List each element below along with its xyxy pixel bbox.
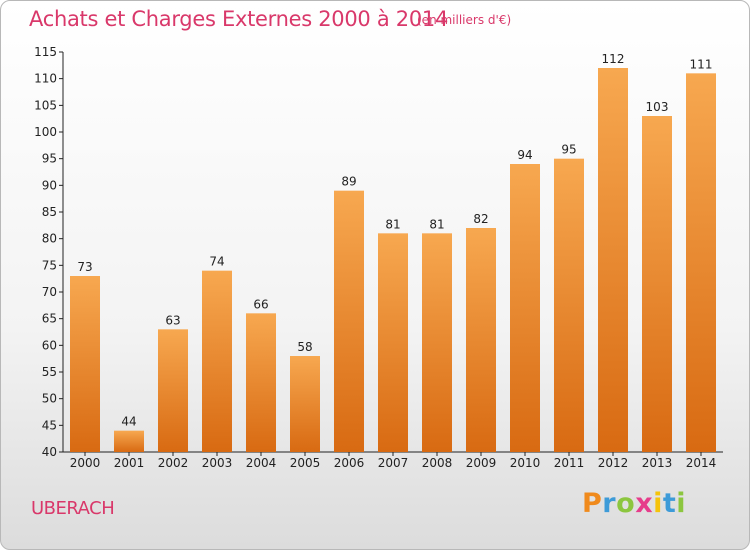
y-tick-label: 55 (42, 365, 57, 379)
bar-2004 (246, 313, 276, 452)
x-tick-label: 2009 (466, 456, 497, 470)
x-tick-label: 2013 (642, 456, 673, 470)
x-tick-label: 2014 (686, 456, 717, 470)
value-label: 63 (165, 313, 180, 327)
x-tick-label: 2010 (510, 456, 541, 470)
y-tick-label: 95 (42, 152, 57, 166)
value-label: 81 (429, 217, 444, 231)
bar-2012 (598, 68, 628, 452)
x-tick-label: 2001 (114, 456, 145, 470)
logo-letter: o (616, 488, 636, 519)
y-tick-label: 90 (42, 178, 57, 192)
x-tick-label: 2006 (334, 456, 365, 470)
bar-2000 (70, 276, 100, 452)
x-tick-label: 2005 (290, 456, 321, 470)
bar-2013 (642, 116, 672, 452)
y-tick-label: 75 (42, 258, 57, 272)
commune-name: UBERACH (31, 498, 115, 519)
value-label: 66 (253, 297, 268, 311)
bar-2003 (202, 270, 232, 452)
value-label: 58 (297, 340, 312, 354)
y-tick-label: 85 (42, 205, 57, 219)
value-label: 73 (77, 260, 92, 274)
y-tick-label: 50 (42, 392, 57, 406)
x-tick-label: 2004 (246, 456, 277, 470)
bar-2007 (378, 233, 408, 452)
x-tick-label: 2000 (70, 456, 101, 470)
x-tick-label: 2011 (554, 456, 585, 470)
y-tick-label: 60 (42, 338, 57, 352)
logo-letter: x (635, 488, 654, 519)
value-label: 95 (561, 143, 576, 157)
value-label: 44 (121, 415, 136, 429)
logo-letter: r (602, 488, 617, 519)
value-label: 89 (341, 175, 356, 189)
bar-2010 (510, 164, 540, 452)
bar-2014 (686, 73, 716, 452)
y-tick-label: 110 (34, 72, 57, 86)
y-tick-label: 80 (42, 232, 57, 246)
chart-unit-note: (en milliers d'€) (417, 13, 512, 27)
value-label: 94 (517, 148, 532, 162)
x-tick-label: 2007 (378, 456, 409, 470)
y-tick-label: 45 (42, 418, 57, 432)
bar-2001 (114, 430, 144, 452)
chart-title: Achats et Charges Externes 2000 à 2014 (29, 7, 449, 31)
y-tick-label: 65 (42, 312, 57, 326)
logo-letter: t (662, 488, 677, 519)
x-tick-label: 2012 (598, 456, 629, 470)
proxiti-logo: Proxiti (582, 488, 686, 519)
y-tick-label: 105 (34, 98, 57, 112)
logo-letter: i (676, 488, 687, 519)
bar-2009 (466, 228, 496, 452)
logo-letter: P (582, 488, 603, 519)
bar-2002 (158, 329, 188, 452)
y-tick-label: 40 (42, 445, 57, 459)
bar-2011 (554, 158, 584, 452)
bar-2006 (334, 190, 364, 452)
value-label: 111 (690, 57, 713, 71)
x-tick-label: 2003 (202, 456, 233, 470)
y-tick-label: 100 (34, 125, 57, 139)
logo-letter: i (653, 488, 663, 519)
value-label: 74 (209, 255, 224, 269)
value-label: 112 (602, 52, 625, 66)
value-label: 103 (646, 100, 669, 114)
x-tick-label: 2002 (158, 456, 189, 470)
value-label: 81 (385, 217, 400, 231)
x-tick-label: 2008 (422, 456, 453, 470)
y-tick-label: 115 (34, 45, 57, 59)
bar-2008 (422, 233, 452, 452)
y-tick-label: 70 (42, 285, 57, 299)
value-label: 82 (473, 212, 488, 226)
bar-2005 (290, 356, 320, 452)
